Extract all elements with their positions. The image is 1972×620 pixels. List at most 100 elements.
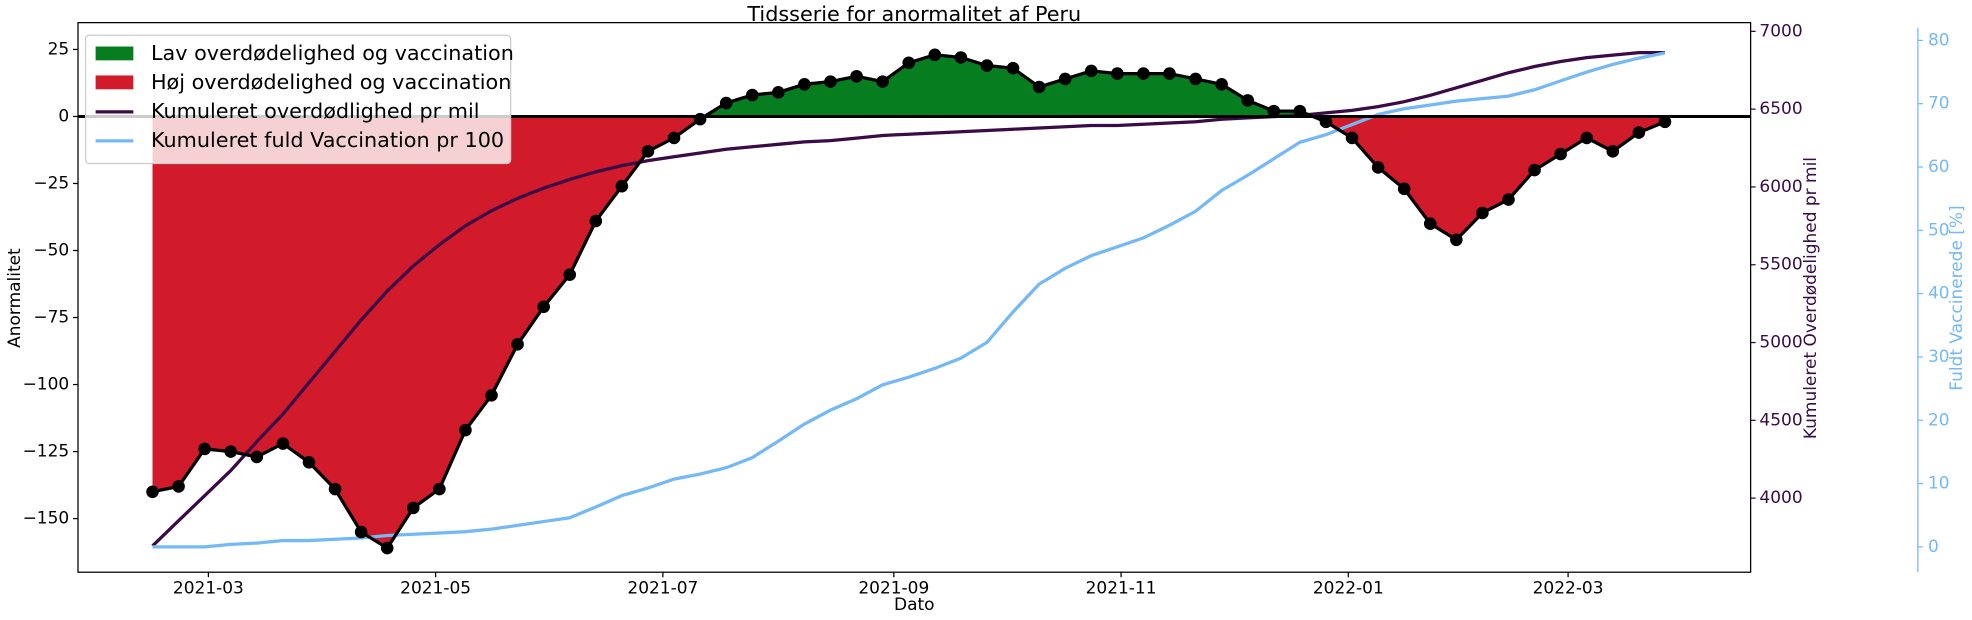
legend-label: Kumuleret overdødlighed pr mil [151,99,480,123]
anomaly-marker [354,525,368,539]
anomaly-marker [1580,131,1594,145]
anomaly-marker [1137,67,1150,80]
anomaly-marker [641,145,655,158]
y3-tick-label: 40 [1928,284,1950,304]
y3-tick-label: 70 [1928,94,1950,114]
anomaly-marker [1502,193,1515,206]
legend-label: Lav overdødelighed og vaccination [151,41,514,65]
y3-tick-label: 10 [1928,474,1950,494]
y-tick-label: −100 [23,375,70,395]
anomaly-marker [1632,126,1646,139]
x-axis-label: Dato [894,595,935,615]
anomaly-marker [380,541,394,555]
anomaly-marker [1215,78,1228,91]
x-tick-label: 2021-03 [173,579,244,599]
x-tick-label: 2021-11 [1086,579,1157,599]
legend-swatch [95,46,134,61]
anomaly-marker [1006,61,1020,75]
anomaly-marker [954,51,968,64]
legend: Lav overdødelighed og vaccination Høj ove… [84,34,514,165]
y-tick-label: 25 [48,39,70,59]
y-tick-label: 0 [58,106,69,126]
x-tick-label: 2021-09 [858,579,929,599]
y-tick-label: −75 [33,308,69,328]
anomaly-marker [1293,104,1307,118]
anomaly-marker [328,482,342,496]
legend-label: Kumuleret fuld Vaccination pr 100 [151,128,504,152]
anomaly-marker [198,442,211,456]
y2-tick-label: 4000 [1759,488,1802,508]
anomaly-marker [276,437,290,450]
anomaly-marker [980,59,994,72]
anomaly-marker [1189,72,1202,86]
anomaly-marker [302,456,316,469]
anomaly-marker [1606,145,1620,158]
anomaly-marker [1658,115,1672,129]
anomaly-marker [1554,147,1567,161]
y3-tick-label: 30 [1928,347,1950,367]
anomaly-marker [876,75,889,88]
anomaly-marker [172,480,185,493]
y3-tick-label: 20 [1928,410,1950,430]
legend-box [84,34,512,165]
series-line [152,51,1666,549]
y2-tick-label: 6500 [1759,99,1802,119]
negative-fill [152,116,1665,549]
anomaly-marker [1528,163,1541,177]
y3-tick-label: 80 [1928,30,1950,50]
anomaly-marker [433,482,446,496]
anomaly-marker [1111,67,1124,80]
anomaly-marker [406,501,420,515]
y2-tick-label: 6000 [1759,177,1802,197]
legend-swatch [95,75,134,90]
y-tick-label: −50 [33,241,69,261]
anomaly-marker [589,214,603,228]
y3-tick-label: 0 [1928,537,1939,557]
anomaly-marker [537,300,550,314]
anomaly-marker [1371,161,1385,174]
y2-tick-label: 7000 [1759,21,1802,41]
x-tick-label: 2022-03 [1533,579,1604,599]
anomaly-marker [928,48,942,62]
anomaly-marker [719,96,733,110]
anomaly-marker [1058,72,1072,86]
anomaly-marker [693,112,707,126]
anomaly-marker [902,56,916,70]
anomaly-marker [1423,217,1437,230]
plot-frame [77,22,1752,573]
y2-tick-label: 4500 [1759,410,1802,430]
anomaly-marker [667,131,681,145]
y2-tick-label: 5500 [1759,255,1802,275]
anomaly-marker [772,86,785,99]
y-tick-label: −25 [33,173,69,193]
x-tick-label: 2021-07 [627,579,698,599]
anomaly-marker [745,88,759,102]
y3-tick-label: 50 [1928,220,1950,240]
anomaly-marker [146,485,159,499]
legend-label: Høj overdødelighed og vaccination [151,70,511,94]
y-tick-label: −150 [23,509,70,529]
anomaly-marker [224,445,238,458]
anomaly-marker [1084,64,1098,78]
anomaly-marker [824,75,837,88]
anomaly-marker [1032,80,1046,94]
anomaly-marker [1319,115,1333,129]
anomaly-marker [1450,233,1463,247]
y2-axis-label: Kumuleret Overdødelighed pr mil [1801,157,1821,439]
y3-axis-label: Fuldt Vaccinerede [%] [1947,205,1967,390]
anomaly-marker [1345,131,1359,145]
anomaly-marker [850,69,863,83]
series-line [151,51,1665,548]
y2-tick-label: 5000 [1759,333,1802,353]
anomaly-marker [459,423,472,437]
y-tick-label: −125 [23,442,70,462]
anomaly-marker [1267,104,1281,118]
anomaly-marker [798,78,811,91]
positive-fill [152,54,1665,117]
anomaly-marker [615,179,629,193]
x-tick-label: 2022-01 [1313,579,1384,599]
anomaly-marker [1163,67,1176,80]
anomaly-marker [1241,94,1255,107]
